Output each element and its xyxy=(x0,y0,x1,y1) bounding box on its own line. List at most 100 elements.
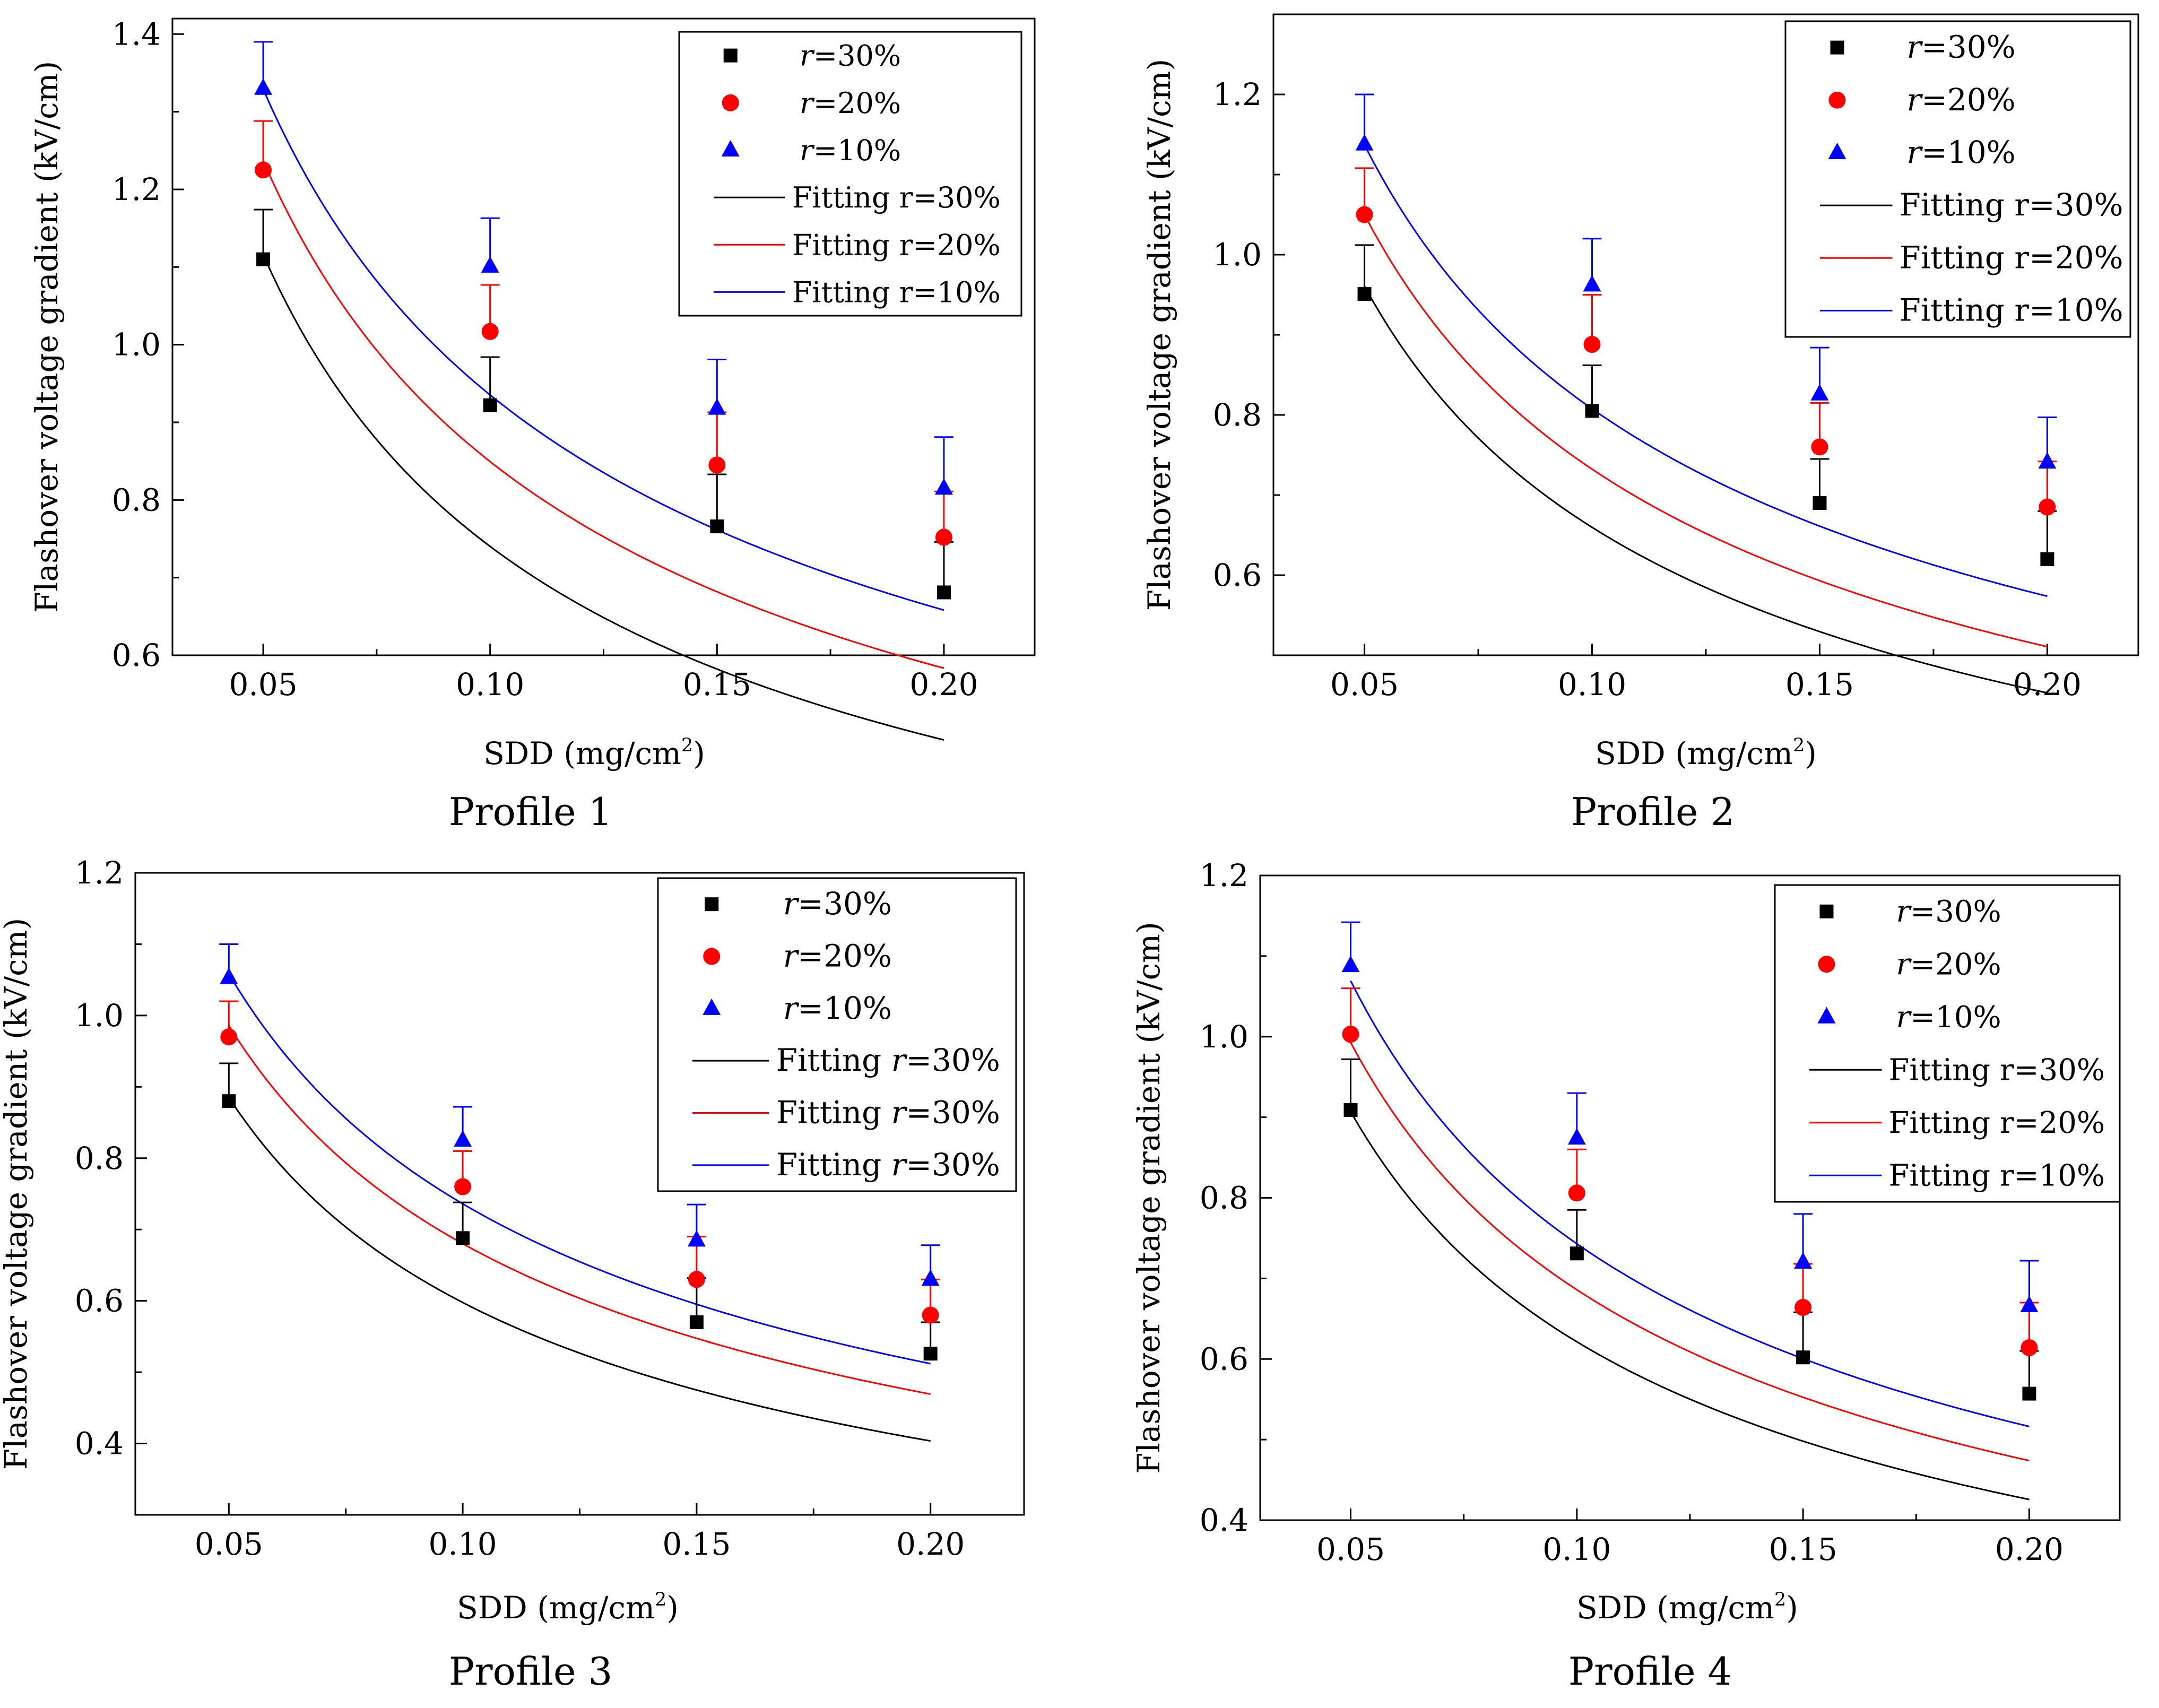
legend-label: r=10% xyxy=(800,134,901,167)
data-point xyxy=(2022,1386,2036,1401)
y-tick-label: 1.0 xyxy=(1200,1019,1248,1055)
y-axis-label: Flashover voltage gradient (kV/cm) xyxy=(1131,922,1167,1474)
y-tick-label: 0.4 xyxy=(1200,1502,1248,1538)
data-point xyxy=(1343,1103,1358,1117)
chart-title: Profile 2 xyxy=(1571,790,1735,834)
chart-title: Profile 4 xyxy=(1568,1649,1732,1694)
fit-curve-1 xyxy=(1364,285,2048,694)
data-point xyxy=(1813,496,1827,510)
data-point xyxy=(935,528,952,546)
data-point xyxy=(1355,134,1374,151)
data-point xyxy=(256,252,271,266)
x-tick-label: 0.20 xyxy=(896,1526,965,1562)
fit-curve-1 xyxy=(228,1097,931,1442)
data-point xyxy=(708,456,726,474)
data-point xyxy=(220,1028,238,1046)
chart-panel-1: 0.05 0.10 0.15 0.20 0.6 0.8 1.0 1.2 1.4 r=30% r=20… xyxy=(29,16,1036,834)
data-point xyxy=(483,398,497,412)
chart-panel-3: 0.05 0.10 0.15 0.20 0.4 0.6 0.8 1.0 1.2 r=30% r=20… xyxy=(0,855,1025,1694)
data-point xyxy=(2021,1339,2038,1356)
data-point xyxy=(708,398,726,415)
data-point xyxy=(454,1178,472,1195)
data-point xyxy=(254,78,273,95)
legend-label: r=30% xyxy=(783,886,892,922)
legend-label: Fitting r=10% xyxy=(792,275,1001,309)
x-tick-label: 0.05 xyxy=(1316,1531,1385,1567)
fit-curve-3 xyxy=(1350,980,2030,1427)
legend-label: Fitting r=30% xyxy=(1889,1053,2105,1087)
legend-label: r=20% xyxy=(783,938,892,974)
legend-label: r=20% xyxy=(1907,82,2016,118)
x-tick-label: 0.15 xyxy=(1769,1531,1837,1567)
legend-box xyxy=(678,31,1022,317)
x-tick-label: 0.05 xyxy=(195,1526,263,1562)
x-tick-label: 0.15 xyxy=(1785,666,1854,703)
y-tick-label: 1.2 xyxy=(1200,857,1248,894)
data-point xyxy=(1568,1184,1585,1202)
data-point xyxy=(1585,404,1599,418)
y-tick-label: 0.6 xyxy=(1213,557,1262,593)
x-axis-label: SDD (mg/cm2) xyxy=(457,1589,679,1626)
legend-marker xyxy=(1828,91,1846,109)
x-axis-label: SDD (mg/cm2) xyxy=(1576,1589,1798,1626)
legend-box xyxy=(1784,20,2131,338)
fit-curve-1 xyxy=(262,254,944,741)
y-tick-label: 0.8 xyxy=(1213,397,1262,433)
legend-label: Fitting r=20% xyxy=(1900,239,2123,275)
y-tick-label: 1.0 xyxy=(1213,237,1262,273)
chart-title: Profile 1 xyxy=(449,790,613,834)
data-point xyxy=(1567,1128,1586,1145)
data-point xyxy=(255,161,272,179)
fit-curve-2 xyxy=(1364,214,2048,648)
y-tick-label: 0.8 xyxy=(75,1140,124,1176)
legend-label: r=10% xyxy=(783,990,892,1026)
x-tick-label: 0.10 xyxy=(1558,666,1626,703)
data-point xyxy=(1796,1350,1810,1365)
data-point xyxy=(456,1231,470,1245)
chart-panel-2: 0.05 0.10 0.15 0.20 0.6 0.8 1.0 1.2 r=30% r=20% r=… xyxy=(1141,13,2139,834)
legend-label: r=20% xyxy=(1896,947,2001,982)
data-point xyxy=(454,1130,472,1147)
data-point xyxy=(1810,384,1829,401)
legend-label: r=10% xyxy=(1907,134,2016,170)
legend-marker xyxy=(703,948,721,965)
data-point xyxy=(1342,1026,1359,1043)
data-point xyxy=(1357,287,1372,301)
x-axis-label: SDD (mg/cm2) xyxy=(1595,735,1817,771)
data-point xyxy=(1356,206,1373,223)
y-tick-label: 0.6 xyxy=(1200,1341,1248,1377)
chart-title: Profile 3 xyxy=(449,1649,613,1694)
legend-marker xyxy=(722,94,739,111)
legend-marker xyxy=(723,48,738,63)
data-point xyxy=(2039,498,2056,516)
data-point xyxy=(1341,956,1360,973)
legend-box xyxy=(657,877,1017,1192)
y-tick-label: 1.0 xyxy=(112,327,161,363)
y-tick-label: 1.2 xyxy=(75,855,124,891)
x-tick-label: 0.05 xyxy=(1330,666,1399,703)
x-tick-label: 0.20 xyxy=(1995,1531,2063,1567)
data-point xyxy=(687,1230,706,1247)
y-axis-label: Flashover voltage gradient (kV/cm) xyxy=(1141,59,1177,611)
legend-marker xyxy=(1817,1007,1836,1024)
data-point xyxy=(222,1094,236,1108)
y-axis-label: Flashover voltage gradient (kV/cm) xyxy=(29,61,65,613)
legend-label: Fitting r=30% xyxy=(776,1095,1000,1131)
fit-curve-3 xyxy=(262,89,944,611)
legend-label: Fitting r=10% xyxy=(1889,1158,2105,1193)
data-point xyxy=(922,1306,939,1324)
legend-marker xyxy=(703,998,721,1015)
y-tick-label: 1.4 xyxy=(112,16,161,52)
x-tick-label: 0.05 xyxy=(229,666,297,703)
legend-marker xyxy=(1830,40,1844,55)
fit-curve-2 xyxy=(1350,1042,2030,1462)
x-tick-label: 0.10 xyxy=(429,1526,497,1562)
x-axis-label: SDD (mg/cm2) xyxy=(483,735,705,771)
legend-box xyxy=(1774,884,2121,1203)
legend-marker xyxy=(721,140,740,157)
y-axis-label: Flashover voltage gradient (kV/cm) xyxy=(0,918,34,1470)
legend-label: Fitting r=30% xyxy=(792,181,1001,214)
data-point xyxy=(688,1271,705,1288)
y-tick-label: 0.8 xyxy=(1200,1180,1248,1216)
data-point xyxy=(2038,452,2057,469)
